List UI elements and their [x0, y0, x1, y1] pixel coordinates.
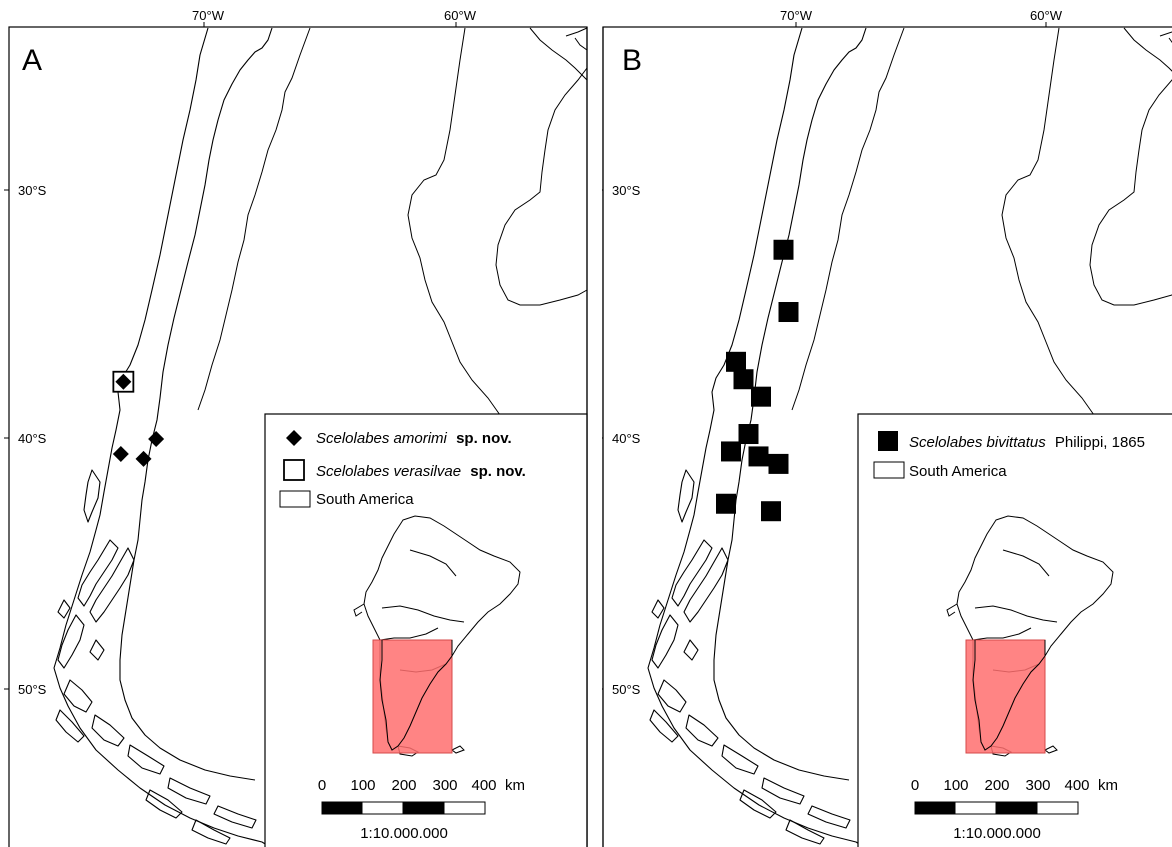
bivittatus-record-1 — [773, 239, 794, 260]
bivittatus-record-10 — [716, 493, 736, 514]
panel-letter-a: A — [22, 44, 42, 77]
lon-label-70w-b: 70°W — [780, 8, 813, 23]
legend-a-item-1: Scelolabes amorimi sp. nov. — [316, 430, 512, 447]
top-axis: 70°W 60°W 70°W 60°W — [192, 8, 1063, 23]
scale-a-tick-300: 300 — [432, 777, 457, 794]
lat-label-40s-b: 40°S — [612, 431, 641, 446]
bivittatus-record-6 — [738, 424, 759, 445]
bivittatus-record-7 — [721, 441, 741, 462]
lat-label-30s-b: 30°S — [612, 183, 641, 198]
study-area-rect-b — [965, 639, 1046, 754]
filled-square-symbol — [878, 431, 898, 451]
lat-label-30s-a: 30°S — [18, 183, 47, 198]
legend-a-item-2: Scelolabes verasilvae sp. nov. — [316, 463, 526, 480]
scale-b-unit: km — [1098, 777, 1118, 794]
legend-b: Scelolabes bivittatus Philippi, 1865 Sou… — [857, 413, 1172, 847]
bivittatus-record-4 — [733, 369, 754, 390]
scale-a-tick-200: 200 — [391, 777, 416, 794]
open-square-symbol — [283, 459, 305, 481]
bivittatus-record-11 — [761, 501, 781, 522]
land-box-symbol-b — [873, 461, 905, 479]
bivittatus-record-8 — [748, 446, 769, 467]
scale-b-ratio: 1:10.000.000 — [953, 825, 1041, 842]
legend-a-item-3: South America — [316, 491, 414, 508]
scale-a-tick-100: 100 — [350, 777, 375, 794]
diamond-symbol — [286, 430, 302, 446]
study-area-rect-a — [372, 639, 453, 754]
scale-a-tick-0: 0 — [318, 777, 326, 794]
amorimi-record-2 — [148, 431, 165, 447]
records-a — [112, 370, 165, 467]
legend-a-item-1-suffix: sp. nov. — [456, 430, 512, 447]
scale-b-tick-200: 200 — [984, 777, 1009, 794]
bivittatus-record-5 — [751, 386, 771, 407]
land-box-symbol — [279, 490, 311, 508]
inset-map-b — [946, 515, 1114, 757]
amorimi-record-3 — [112, 445, 129, 462]
legend-a-box — [264, 413, 588, 847]
amorimi-record-1 — [115, 373, 132, 390]
lon-label-70w-a: 70°W — [192, 8, 225, 23]
panel-a: 30°S 40°S 50°S A Scelolabes amorimi sp. … — [4, 22, 588, 847]
records-b — [716, 239, 799, 522]
lat-label-40s-a: 40°S — [18, 431, 47, 446]
scale-b-tick-0: 0 — [911, 777, 919, 794]
lat-label-50s-a: 50°S — [18, 682, 47, 697]
legend-b-item-1: Scelolabes bivittatus Philippi, 1865 — [909, 434, 1145, 451]
scale-a-tick-400: 400 — [471, 777, 496, 794]
panel-letter-b: B — [622, 44, 642, 77]
scale-b-tick-400: 400 — [1064, 777, 1089, 794]
inset-map-a — [353, 515, 521, 757]
panel-gutter — [588, 27, 602, 847]
bivittatus-record-9 — [768, 453, 789, 474]
legend-b-item-1-name: Scelolabes bivittatus — [909, 434, 1046, 451]
legend-a-item-2-name: Scelolabes verasilvae — [316, 463, 461, 480]
lon-label-60w-a: 60°W — [444, 8, 477, 23]
bivittatus-record-3 — [726, 351, 746, 372]
legend-b-item-2: South America — [909, 463, 1007, 480]
scale-a-unit: km — [505, 777, 525, 794]
legend-b-box — [857, 413, 1172, 847]
panel-b: 30°S 40°S 50°S B Scelolabes bivittatus P… — [598, 22, 1172, 847]
lon-label-60w-b: 60°W — [1030, 8, 1063, 23]
amorimi-record-4 — [135, 450, 152, 467]
scale-a-ratio: 1:10.000.000 — [360, 825, 448, 842]
scale-bar-a: 0 100 200 300 400 km 1:10.000.000 — [318, 777, 525, 842]
scale-bar-b: 0 100 200 300 400 km 1:10.000.000 — [911, 777, 1118, 842]
scale-b-tick-100: 100 — [943, 777, 968, 794]
legend-b-item-1-suffix: Philippi, 1865 — [1055, 434, 1145, 451]
legend-a-item-1-name: Scelolabes amorimi — [316, 430, 448, 447]
legend-a-item-2-suffix: sp. nov. — [470, 463, 526, 480]
lat-label-50s-b: 50°S — [612, 682, 641, 697]
legend-a: Scelolabes amorimi sp. nov. Scelolabes v… — [264, 413, 588, 847]
bivittatus-record-2 — [778, 302, 799, 323]
scale-b-tick-300: 300 — [1025, 777, 1050, 794]
